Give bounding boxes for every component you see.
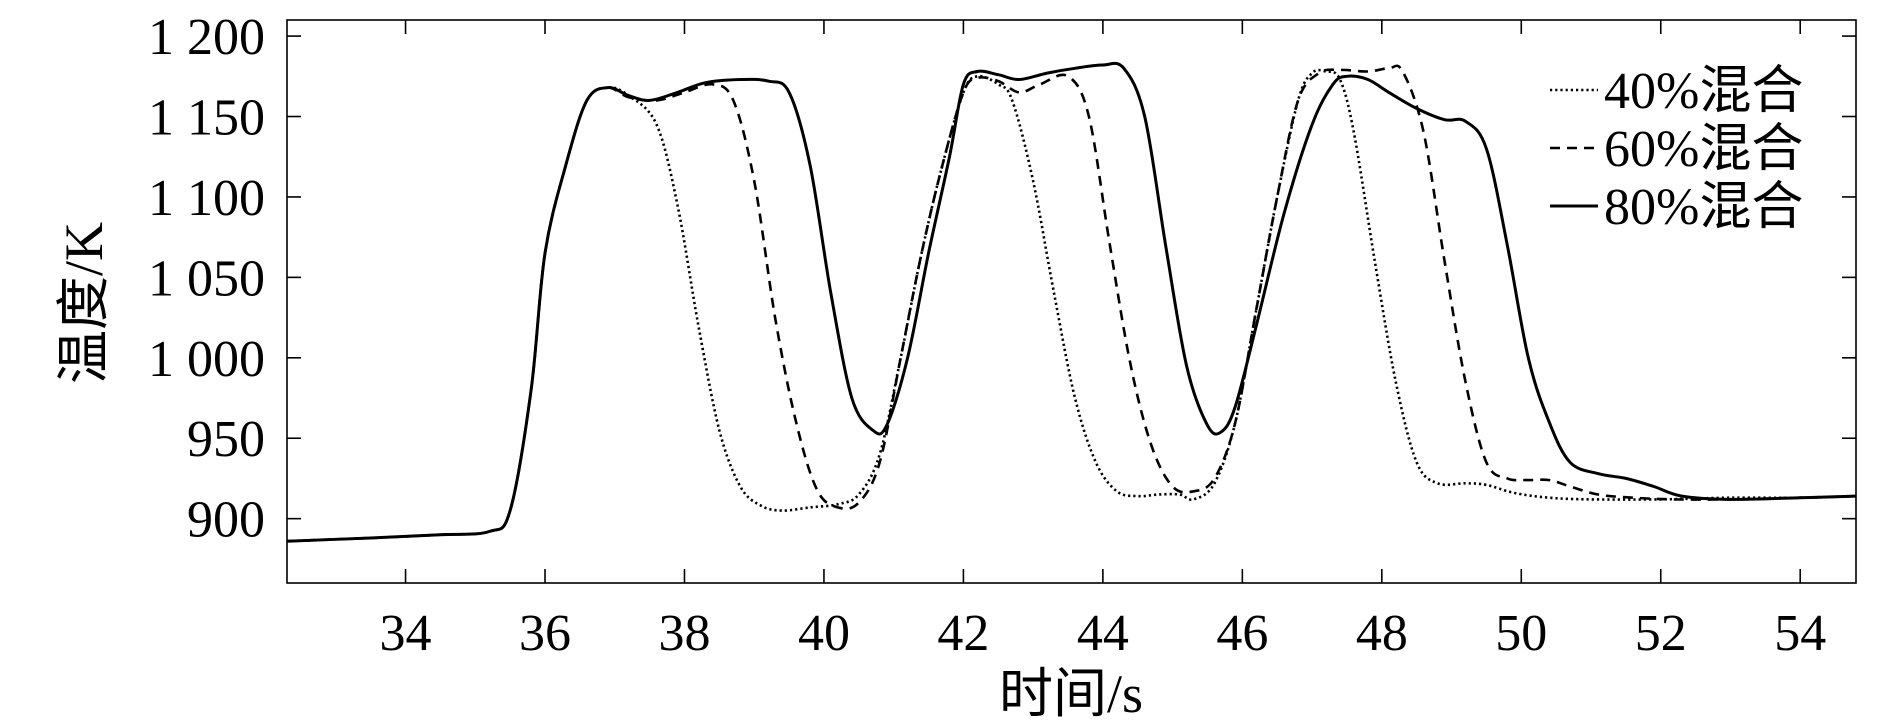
x-tick-label: 44 [1077, 605, 1129, 662]
plot-frame [286, 19, 1857, 584]
x-tick-label: 36 [519, 605, 571, 662]
x-axis-ticks: 34 36 38 40 42 44 46 48 50 52 54 [380, 20, 1826, 662]
y-tick-label: 950 [187, 411, 265, 468]
y-tick-label: 1 200 [148, 9, 265, 66]
x-axis-title: 时间/s [999, 664, 1143, 723]
x-tick-label: 52 [1635, 605, 1687, 662]
x-tick-label: 54 [1774, 605, 1826, 662]
x-tick-label: 42 [937, 605, 989, 662]
legend-label-1: 40%混合 [1604, 63, 1803, 120]
legend-label-3: 80%混合 [1604, 179, 1803, 236]
x-tick-label: 46 [1216, 605, 1268, 662]
y-axis-title: 温度/K [54, 222, 114, 384]
y-axis-ticks: 900 950 1 000 1 050 1 100 1 150 1 200 [148, 9, 1856, 549]
series-line-2 [286, 64, 1857, 543]
x-tick-label: 38 [658, 605, 710, 662]
y-tick-label: 900 [187, 492, 265, 549]
series-line-3 [286, 61, 1857, 543]
x-tick-label: 50 [1495, 605, 1547, 662]
y-tick-label: 1 000 [148, 331, 265, 388]
y-tick-label: 1 150 [148, 90, 265, 147]
y-tick-label: 1 050 [148, 250, 265, 307]
x-tick-label: 40 [798, 605, 850, 662]
x-tick-label: 34 [380, 605, 432, 662]
series-layer [286, 61, 1857, 543]
y-tick-label: 1 100 [148, 170, 265, 227]
legend-label-2: 60%混合 [1604, 121, 1803, 178]
x-tick-label: 48 [1356, 605, 1408, 662]
